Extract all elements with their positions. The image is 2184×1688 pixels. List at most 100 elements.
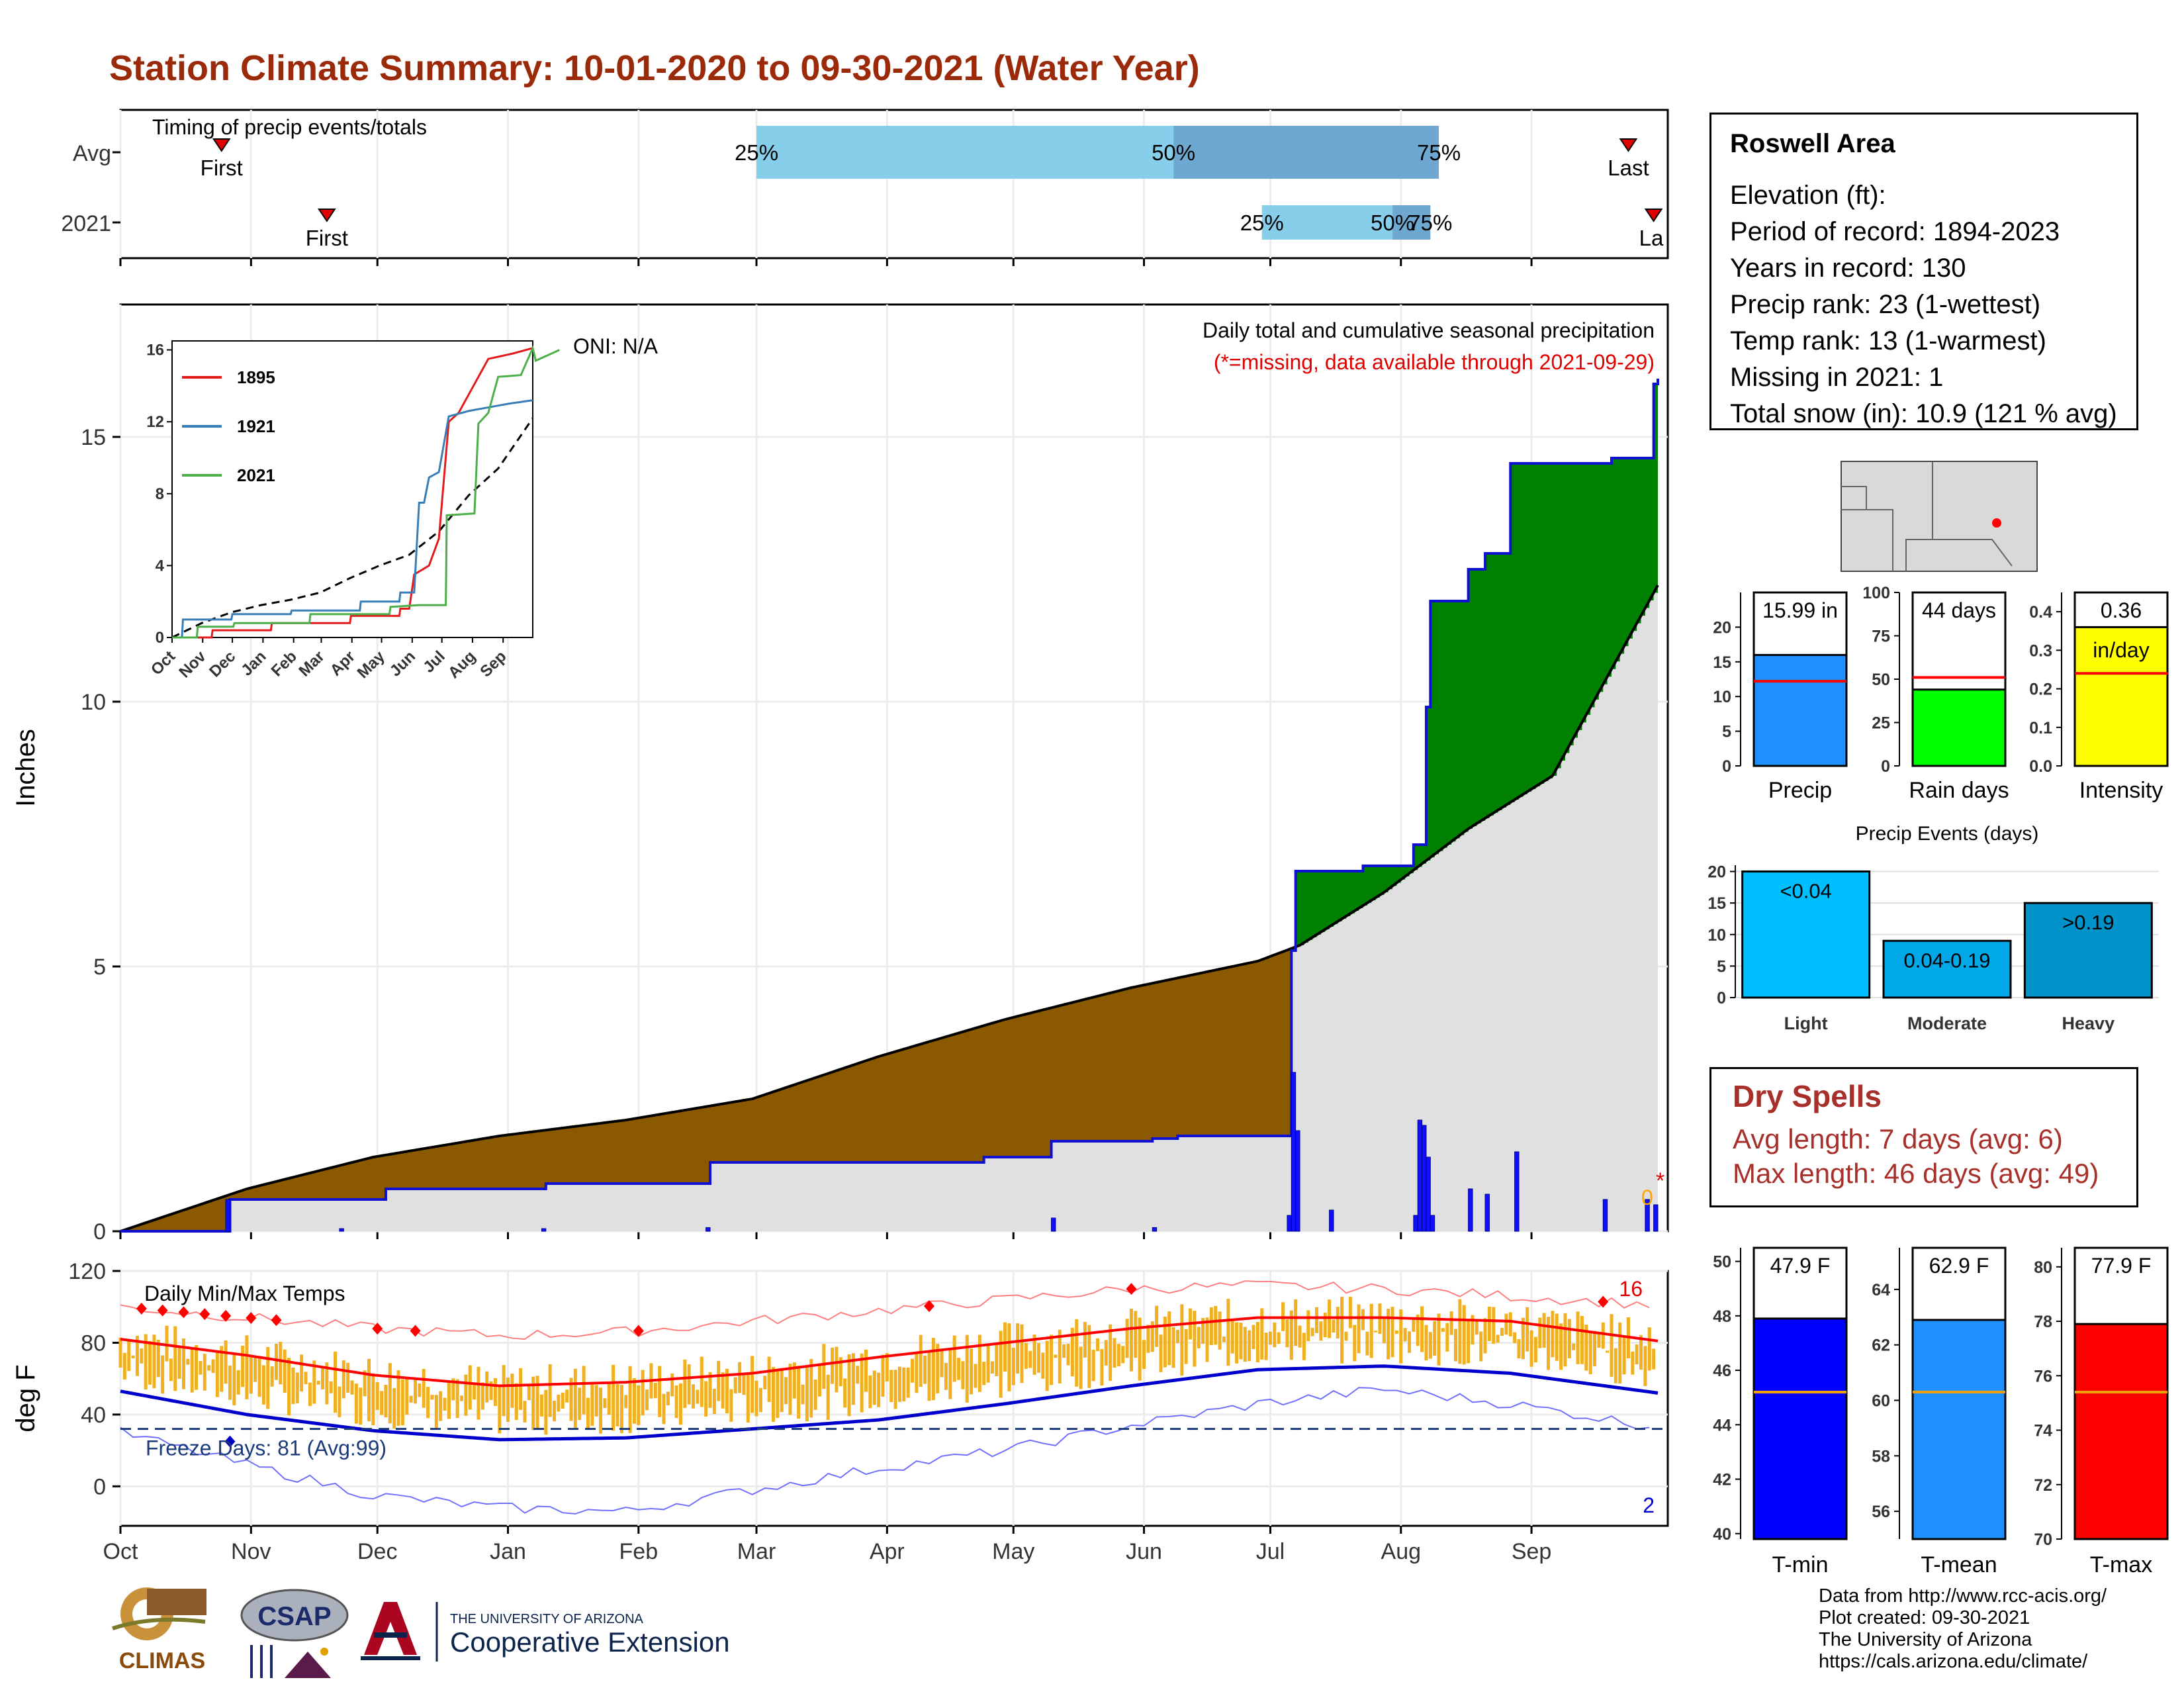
temp-y-tick-label: 120 [68, 1259, 106, 1284]
temperature-summary-bars: 40 42 44 46 48 50 47.9 F T-min 56 58 60 62 64 62.9 F T… [1713, 1246, 2169, 1577]
credits-line: Plot created: 09-30-2021 [1819, 1607, 2030, 1628]
small-bar-y-tick-label: 50 [1713, 1253, 1731, 1272]
ua-small-text: THE UNIVERSITY OF ARIZONA [450, 1612, 644, 1626]
record-high-marker [1598, 1295, 1609, 1308]
small-bar-y-tick-label: 72 [2034, 1476, 2052, 1495]
station-location-marker [1992, 518, 2001, 528]
page-title: Station Climate Summary: 10-01-2020 to 0… [109, 48, 1200, 88]
timing-band-25-50 [756, 126, 1174, 179]
record-high-marker [199, 1308, 210, 1321]
daily-precip-bar [1422, 1125, 1427, 1232]
small-bar-value [1752, 653, 1848, 767]
station-name: Roswell Area [1730, 129, 1895, 158]
record-high-marker [410, 1325, 421, 1337]
events-category-label: Moderate [1907, 1013, 1987, 1033]
climas-logo: CLIMAS [112, 1587, 206, 1673]
small-bar-y-tick-label: 76 [2034, 1367, 2052, 1385]
daily-precip-bar [541, 1228, 547, 1232]
record-high-marker [246, 1312, 257, 1325]
precip-2021-cumulative-line [120, 379, 1659, 1233]
events-bar-label: >0.19 [2062, 911, 2114, 934]
average-max-line [120, 1316, 1659, 1387]
record-low-count: 2 [1643, 1493, 1655, 1517]
inset-y-tick-label: 8 [156, 485, 164, 503]
small-bar-y-tick-label: 50 [1872, 671, 1890, 689]
small-bar-value-label: 44 days [1922, 598, 1996, 622]
daily-precip-bar [1468, 1188, 1473, 1232]
small-bar-y-tick-label: 25 [1872, 714, 1890, 733]
precip-below-average-area [124, 948, 1296, 1231]
daily-precip-bar [1051, 1217, 1056, 1232]
credits-line: https://cals.arizona.edu/climate/ [1819, 1651, 2088, 1672]
small-bar-y-tick-label: 0.3 [2029, 641, 2052, 660]
daily-precip-bar [1295, 1130, 1300, 1232]
events-bar-label: <0.04 [1780, 880, 1831, 903]
snow-zero-label: 0 [1641, 1186, 1653, 1209]
last-event-marker [1644, 209, 1663, 222]
credits: Data from http://www.rcc-acis.org/ Plot … [1819, 1585, 2107, 1673]
small-bar-category-label: Precip [1768, 778, 1832, 803]
small-bar-y-tick-label: 64 [1872, 1281, 1890, 1299]
events-bar [2023, 902, 2153, 999]
precip-chart: 0 5 10 15 Inches Daily total and cumulative s… [11, 303, 1669, 1244]
timing-percent-label: 25% [735, 140, 778, 165]
small-bar-y-tick-label: 80 [2034, 1258, 2052, 1277]
small-bar-y-tick-label: 0.0 [2029, 757, 2052, 776]
station-info-box: Roswell Area Elevation (ft): Period of r… [1709, 113, 2138, 430]
record-high-marker [220, 1309, 232, 1322]
daily-precip-bar [1430, 1215, 1435, 1232]
small-bar-y-tick-label: 100 [1862, 584, 1890, 602]
month-axis-label: Apr [870, 1539, 905, 1564]
precip-chart-title: Daily total and cumulative seasonal prec… [1203, 318, 1655, 342]
daily-precip-bar [1653, 1204, 1659, 1232]
events-y-tick-label: 20 [1707, 863, 1726, 882]
small-bar-y-tick-label: 10 [1713, 688, 1731, 706]
inset-series-line [172, 345, 560, 639]
station-line: Temp rank: 13 (1-warmest) [1730, 326, 2046, 355]
first-event-label: First [306, 226, 348, 250]
small-bar-y-tick-label: 48 [1713, 1307, 1731, 1326]
locator-map [1841, 461, 2038, 572]
record-high-marker [372, 1323, 383, 1335]
station-line: Missing in 2021: 1 [1730, 363, 1944, 392]
small-bar-value [2073, 626, 2169, 767]
oni-label: ONI: N/A [573, 334, 659, 358]
station-line: Elevation (ft): [1730, 181, 1886, 210]
month-axis-label: Feb [619, 1539, 659, 1564]
small-bar-category-label: T-max [2090, 1552, 2152, 1577]
precip-y-tick-label: 15 [81, 425, 106, 450]
small-bar-y-tick-label: 0.1 [2029, 719, 2052, 737]
temp-y-axis-label: deg F [11, 1364, 40, 1432]
record-high-marker [136, 1302, 147, 1315]
record-high-marker [633, 1325, 644, 1337]
timing-row-label: 2021 [61, 211, 111, 236]
daily-precip-bar [1484, 1194, 1490, 1232]
timing-band-25-50 [1261, 205, 1393, 240]
small-bar-y-tick-label: 70 [2034, 1530, 2052, 1549]
small-bar-y-tick-label: 75 [1872, 628, 1890, 646]
temperature-chart: Oct Nov Dec Jan Feb Mar Apr May Jun Jul Aug Sep 0 40 8… [11, 1259, 1669, 1564]
temp-chart-title: Daily Min/Max Temps [144, 1282, 345, 1305]
timing-percent-label: 50% [1152, 140, 1195, 165]
month-axis-label: Oct [103, 1539, 138, 1564]
small-bar-y-tick-label: 62 [1872, 1336, 1890, 1355]
small-bar-value [2073, 1323, 2169, 1540]
precip-normal-area [120, 585, 1658, 1231]
small-bar-y-tick-label: 0.2 [2029, 680, 2052, 699]
small-bar-y-tick-label: 42 [1713, 1471, 1731, 1489]
university-of-arizona-logo: THE UNIVERSITY OF ARIZONA Cooperative Ex… [361, 1602, 730, 1662]
station-line: Years in record: 130 [1730, 254, 1966, 283]
record-high-marker [271, 1314, 282, 1327]
small-bar-category-label: Intensity [2079, 778, 2163, 803]
small-bar-category-label: T-min [1772, 1552, 1829, 1577]
small-bar-y-tick-label: 40 [1713, 1525, 1731, 1544]
credits-line: The University of Arizona [1819, 1629, 2032, 1650]
events-bar [1741, 870, 1871, 999]
small-bar-value-label: 0.36 [2101, 598, 2142, 622]
daily-precip-bar [339, 1228, 344, 1232]
daily-precip-bar [1417, 1119, 1423, 1232]
timing-percent-label: 25% [1240, 211, 1284, 235]
first-event-marker [212, 138, 231, 152]
small-bar-y-tick-label: 74 [2034, 1422, 2052, 1440]
